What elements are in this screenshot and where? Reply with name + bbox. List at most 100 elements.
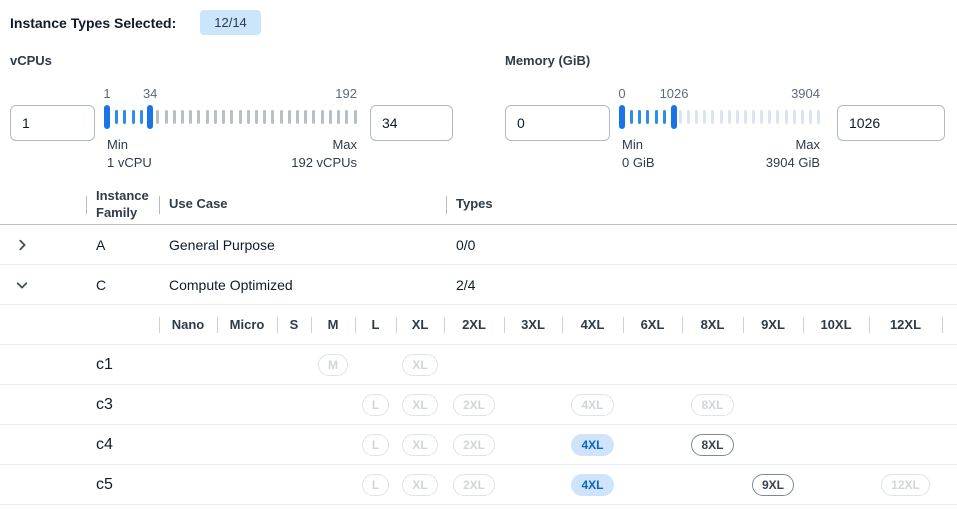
size-column-header-micro: Micro: [217, 305, 277, 344]
memory-min-caption: Min 0 GiB: [622, 137, 655, 170]
size-pill-c4-4xl[interactable]: 4XL: [571, 433, 614, 456]
slider-tick: [711, 110, 715, 124]
slider-tick: [768, 110, 772, 124]
size-pill-c4-2xl: 2XL: [452, 433, 495, 456]
size-column-header-m: M: [311, 305, 355, 344]
size-pill-c4-l: L: [361, 433, 390, 456]
vcpu-slider-track[interactable]: [104, 105, 357, 129]
size-pill-c3-4xl: 4XL: [571, 393, 614, 416]
size-pill-c4-xl: XL: [402, 433, 438, 456]
expand-family-A-button[interactable]: [0, 225, 44, 264]
slider-tick: [817, 110, 820, 124]
slider-tick: [320, 110, 324, 124]
family-row-A: A General Purpose 0/0: [0, 225, 957, 265]
slider-low-handle[interactable]: [104, 105, 110, 129]
slider-tick: [287, 110, 291, 124]
chevron-right-icon: [19, 239, 26, 250]
slider-tick: [678, 110, 682, 124]
slider-tick: [630, 110, 634, 124]
instance-name: c1: [96, 355, 113, 373]
slider-scale-label: 1: [103, 86, 111, 101]
slider-tick: [662, 110, 666, 124]
size-pill-c5-9xl[interactable]: 9XL: [751, 473, 794, 496]
slider-tick: [808, 110, 812, 124]
slider-tick: [695, 110, 699, 124]
slider-tick: [776, 110, 780, 124]
slider-high-handle[interactable]: [147, 105, 154, 129]
chevron-down-icon: [16, 281, 28, 288]
memory-max-input[interactable]: [837, 105, 945, 141]
slider-tick: [727, 110, 731, 124]
slider-tick: [703, 110, 707, 124]
family-row-C: C Compute Optimized 2/4: [0, 265, 957, 305]
slider-high-handle[interactable]: [671, 105, 678, 129]
slider-tick: [115, 110, 119, 124]
size-column-header-6xl: 6XL: [623, 305, 682, 344]
slider-tick: [271, 110, 275, 124]
column-header-instance-family: Instance Family: [86, 188, 159, 221]
slider-tick: [172, 110, 176, 124]
instance-family-table: Instance Family Use Case Types A General …: [0, 185, 957, 505]
size-pill-c4-8xl[interactable]: 8XL: [691, 433, 734, 456]
size-column-header-12xl: 12XL: [869, 305, 942, 344]
slider-scale-label: 192: [335, 86, 357, 101]
size-pill-c5-4xl[interactable]: 4XL: [571, 473, 614, 496]
slider-tick: [345, 110, 349, 124]
slider-tick: [263, 110, 267, 124]
size-pill-c5-2xl: 2XL: [452, 473, 495, 496]
memory-slider-track[interactable]: [619, 105, 820, 129]
vcpu-max-caption: Max 192 vCPUs: [291, 137, 357, 170]
slider-tick: [189, 110, 193, 124]
size-pill-c5-12xl: 12XL: [881, 473, 930, 496]
size-pill-c5-l: L: [361, 473, 390, 496]
slider-tick: [139, 110, 143, 124]
vcpu-slider-scale: 1 34 192: [103, 86, 357, 105]
slider-tick: [337, 110, 341, 124]
size-pill-c1-m: M: [318, 353, 348, 376]
slider-tick: [760, 110, 764, 124]
size-header-row: Nano Micro S M L XL 2XL 3XL 4XL 6XL 8XL 9XL 10XL 12XL: [0, 305, 957, 345]
slider-tick: [353, 110, 357, 124]
memory-slider-scale: 0 1026 3904: [618, 86, 820, 105]
slider-scale-label: 0: [618, 86, 626, 101]
size-pill-c3-2xl: 2XL: [452, 393, 495, 416]
slider-scale-label: 34: [142, 86, 158, 101]
size-column-header-8xl: 8XL: [682, 305, 743, 344]
size-column-header-xl: XL: [396, 305, 444, 344]
size-pill-c3-l: L: [361, 393, 390, 416]
size-pill-c3-8xl: 8XL: [691, 393, 734, 416]
size-pill-c5-xl: XL: [402, 473, 438, 496]
size-column-header-3xl: 3XL: [504, 305, 562, 344]
slider-tick: [123, 110, 127, 124]
instance-name: c4: [96, 435, 113, 453]
size-column-header-10xl: 10XL: [803, 305, 869, 344]
slider-tick: [131, 110, 135, 124]
slider-low-handle[interactable]: [619, 105, 625, 129]
slider-tick: [304, 110, 308, 124]
size-column-header-l: L: [355, 305, 396, 344]
column-header-types: Types: [446, 196, 957, 212]
slider-tick: [156, 110, 160, 124]
expand-family-C-button[interactable]: [0, 265, 44, 304]
slider-tick: [654, 110, 658, 124]
slider-tick: [735, 110, 739, 124]
selection-summary-bar: Instance Types Selected: 12/14: [0, 0, 957, 38]
vcpu-min-input[interactable]: [10, 105, 95, 141]
slider-tick: [230, 110, 234, 124]
slider-tick: [638, 110, 642, 124]
slider-tick: [312, 110, 316, 124]
use-case-label: General Purpose: [169, 236, 275, 253]
memory-slider[interactable]: 0 1026 3904 Min 0 GiB Max 3904 GiB: [618, 86, 820, 172]
slider-tick: [328, 110, 332, 124]
slider-tick: [213, 110, 217, 124]
slider-tick: [687, 110, 690, 124]
vcpu-slider[interactable]: 1 34 192 Min 1 vCPU Max 192 vCPUs: [103, 86, 357, 172]
instance-name: c3: [96, 395, 113, 413]
vcpu-max-input[interactable]: [370, 105, 453, 141]
memory-filter-title: Memory (GiB): [505, 53, 591, 68]
slider-scale-label: 1026: [659, 86, 689, 101]
slider-tick: [792, 110, 796, 124]
memory-min-input[interactable]: [505, 105, 610, 141]
slider-tick: [296, 110, 300, 124]
